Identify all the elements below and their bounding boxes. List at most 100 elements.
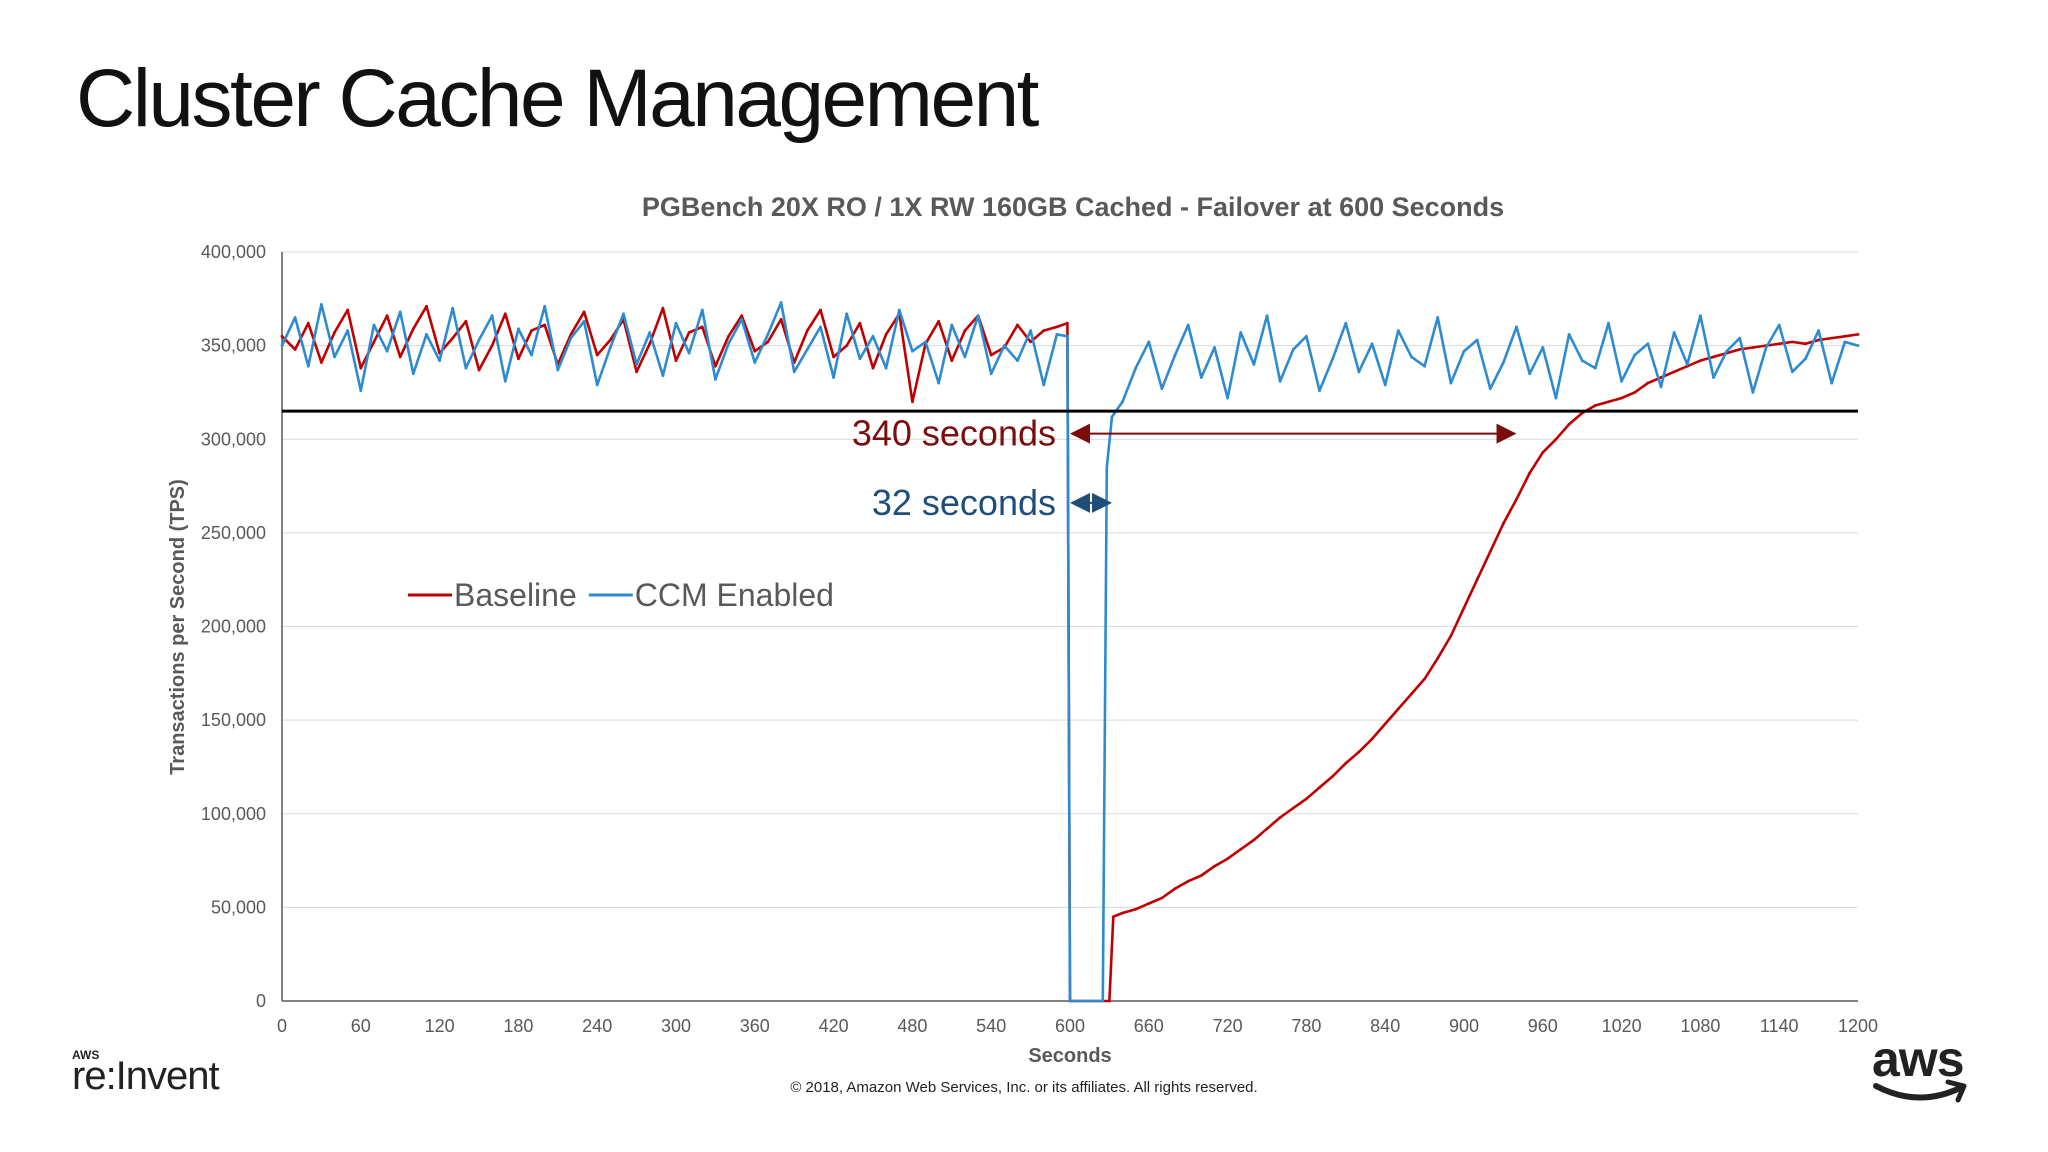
data-point-baseline (1751, 346, 1755, 349)
data-point-baseline (1856, 332, 1860, 336)
data-point-ccm-enabled (1712, 376, 1715, 379)
x-axis-label: Seconds (1028, 1045, 1111, 1067)
data-point-baseline (411, 327, 415, 331)
data-point-baseline (293, 347, 297, 351)
annotation-label: 340 seconds (852, 413, 1056, 454)
data-point-ccm-enabled (1160, 387, 1164, 391)
data-point-baseline (1620, 396, 1623, 400)
data-point-baseline (1331, 774, 1335, 778)
data-point-ccm-enabled (1725, 349, 1729, 353)
data-point-ccm-enabled (398, 310, 402, 314)
data-point-ccm-enabled (989, 372, 993, 376)
data-point-baseline (1593, 404, 1597, 407)
data-point-baseline (766, 340, 770, 344)
data-point-baseline (1488, 550, 1492, 553)
data-point-baseline (1357, 750, 1361, 754)
data-point-baseline (1475, 578, 1479, 582)
data-point-ccm-enabled (819, 325, 822, 329)
data-point-baseline (451, 336, 455, 340)
aws-logo-text: aws (1872, 1031, 1965, 1087)
data-point-ccm-enabled (1449, 381, 1453, 385)
data-point-ccm-enabled (1173, 353, 1177, 357)
data-point-ccm-enabled (372, 323, 376, 327)
data-point-ccm-enabled (1567, 332, 1571, 336)
data-point-baseline (1646, 381, 1650, 385)
data-point-ccm-enabled (1646, 342, 1650, 346)
data-point-baseline (1607, 400, 1610, 404)
data-point-baseline (320, 361, 323, 364)
data-point-ccm-enabled (832, 376, 835, 379)
data-point-baseline (937, 319, 941, 323)
data-point-baseline (950, 359, 954, 363)
annotation-label: 32 seconds (872, 482, 1056, 523)
data-point-baseline (425, 304, 428, 308)
data-point-baseline (1699, 359, 1702, 363)
data-point-ccm-enabled (1383, 383, 1387, 387)
data-point-baseline (805, 329, 809, 333)
data-point-baseline (714, 364, 717, 368)
data-point-baseline (1777, 342, 1781, 346)
y-tick-label: 350,000 (201, 336, 266, 356)
data-point-ccm-enabled (1764, 346, 1768, 349)
data-point-ccm-enabled (635, 362, 638, 366)
data-point-baseline (1160, 896, 1164, 900)
data-point-baseline (333, 331, 336, 334)
reinvent-logo-text: re:Invent (72, 1054, 220, 1098)
data-point-baseline (989, 353, 993, 357)
chart-title: PGBench 20X RO / 1X RW 160GB Cached - Fa… (642, 192, 1504, 222)
data-point-baseline (1278, 816, 1282, 819)
x-tick-label: 480 (897, 1016, 927, 1036)
data-point-ccm-enabled (1186, 323, 1190, 327)
y-tick-label: 0 (256, 991, 266, 1011)
data-point-baseline (1515, 497, 1518, 501)
data-point-baseline (595, 353, 599, 357)
data-point-ccm-enabled (1065, 334, 1069, 338)
data-point-ccm-enabled (845, 312, 849, 316)
y-tick-label: 150,000 (201, 710, 266, 730)
data-point-baseline (503, 312, 507, 316)
data-point-ccm-enabled (779, 301, 783, 304)
data-point-baseline (1502, 522, 1505, 525)
data-point-ccm-enabled (1105, 465, 1109, 469)
data-point-ccm-enabled (1199, 376, 1203, 379)
x-tick-label: 780 (1291, 1016, 1321, 1036)
data-point-baseline (963, 329, 967, 333)
data-point-baseline (1121, 911, 1124, 915)
data-point-ccm-enabled (792, 370, 796, 374)
x-tick-label: 0 (277, 1016, 287, 1036)
data-point-baseline (1423, 677, 1426, 681)
data-point-ccm-enabled (1817, 329, 1820, 333)
data-point-baseline (490, 344, 494, 348)
data-point-baseline (1672, 370, 1676, 374)
data-point-ccm-enabled (1633, 353, 1637, 357)
data-point-baseline (1318, 786, 1321, 789)
data-point-ccm-enabled (1357, 370, 1361, 374)
data-point-ccm-enabled (451, 306, 455, 310)
data-point-baseline (1370, 737, 1374, 741)
data-point-ccm-enabled (1777, 323, 1781, 327)
data-point-ccm-enabled (1213, 346, 1216, 349)
data-point-ccm-enabled (1541, 346, 1545, 349)
y-tick-label: 100,000 (201, 804, 266, 824)
data-point-baseline (1790, 340, 1794, 344)
data-point-ccm-enabled (805, 347, 809, 351)
data-point-ccm-enabled (1620, 379, 1623, 383)
x-tick-label: 600 (1055, 1016, 1085, 1036)
data-point-ccm-enabled (1515, 325, 1518, 329)
data-point-ccm-enabled (1252, 362, 1256, 366)
data-point-baseline (530, 329, 533, 333)
data-point-baseline (608, 338, 612, 342)
x-tick-label: 840 (1370, 1016, 1400, 1036)
data-point-ccm-enabled (1016, 359, 1019, 363)
reinvent-logo-aws: AWS (72, 1048, 100, 1062)
data-point-ccm-enabled (1055, 332, 1059, 336)
data-point-ccm-enabled (648, 331, 652, 334)
data-point-ccm-enabled (1305, 334, 1308, 338)
data-point-ccm-enabled (871, 334, 875, 338)
data-point-ccm-enabled (1147, 340, 1151, 344)
data-point-baseline (635, 370, 638, 374)
data-point-baseline (1065, 321, 1069, 325)
aws-smile-icon (1873, 1079, 1967, 1103)
data-point-baseline (1633, 391, 1637, 394)
